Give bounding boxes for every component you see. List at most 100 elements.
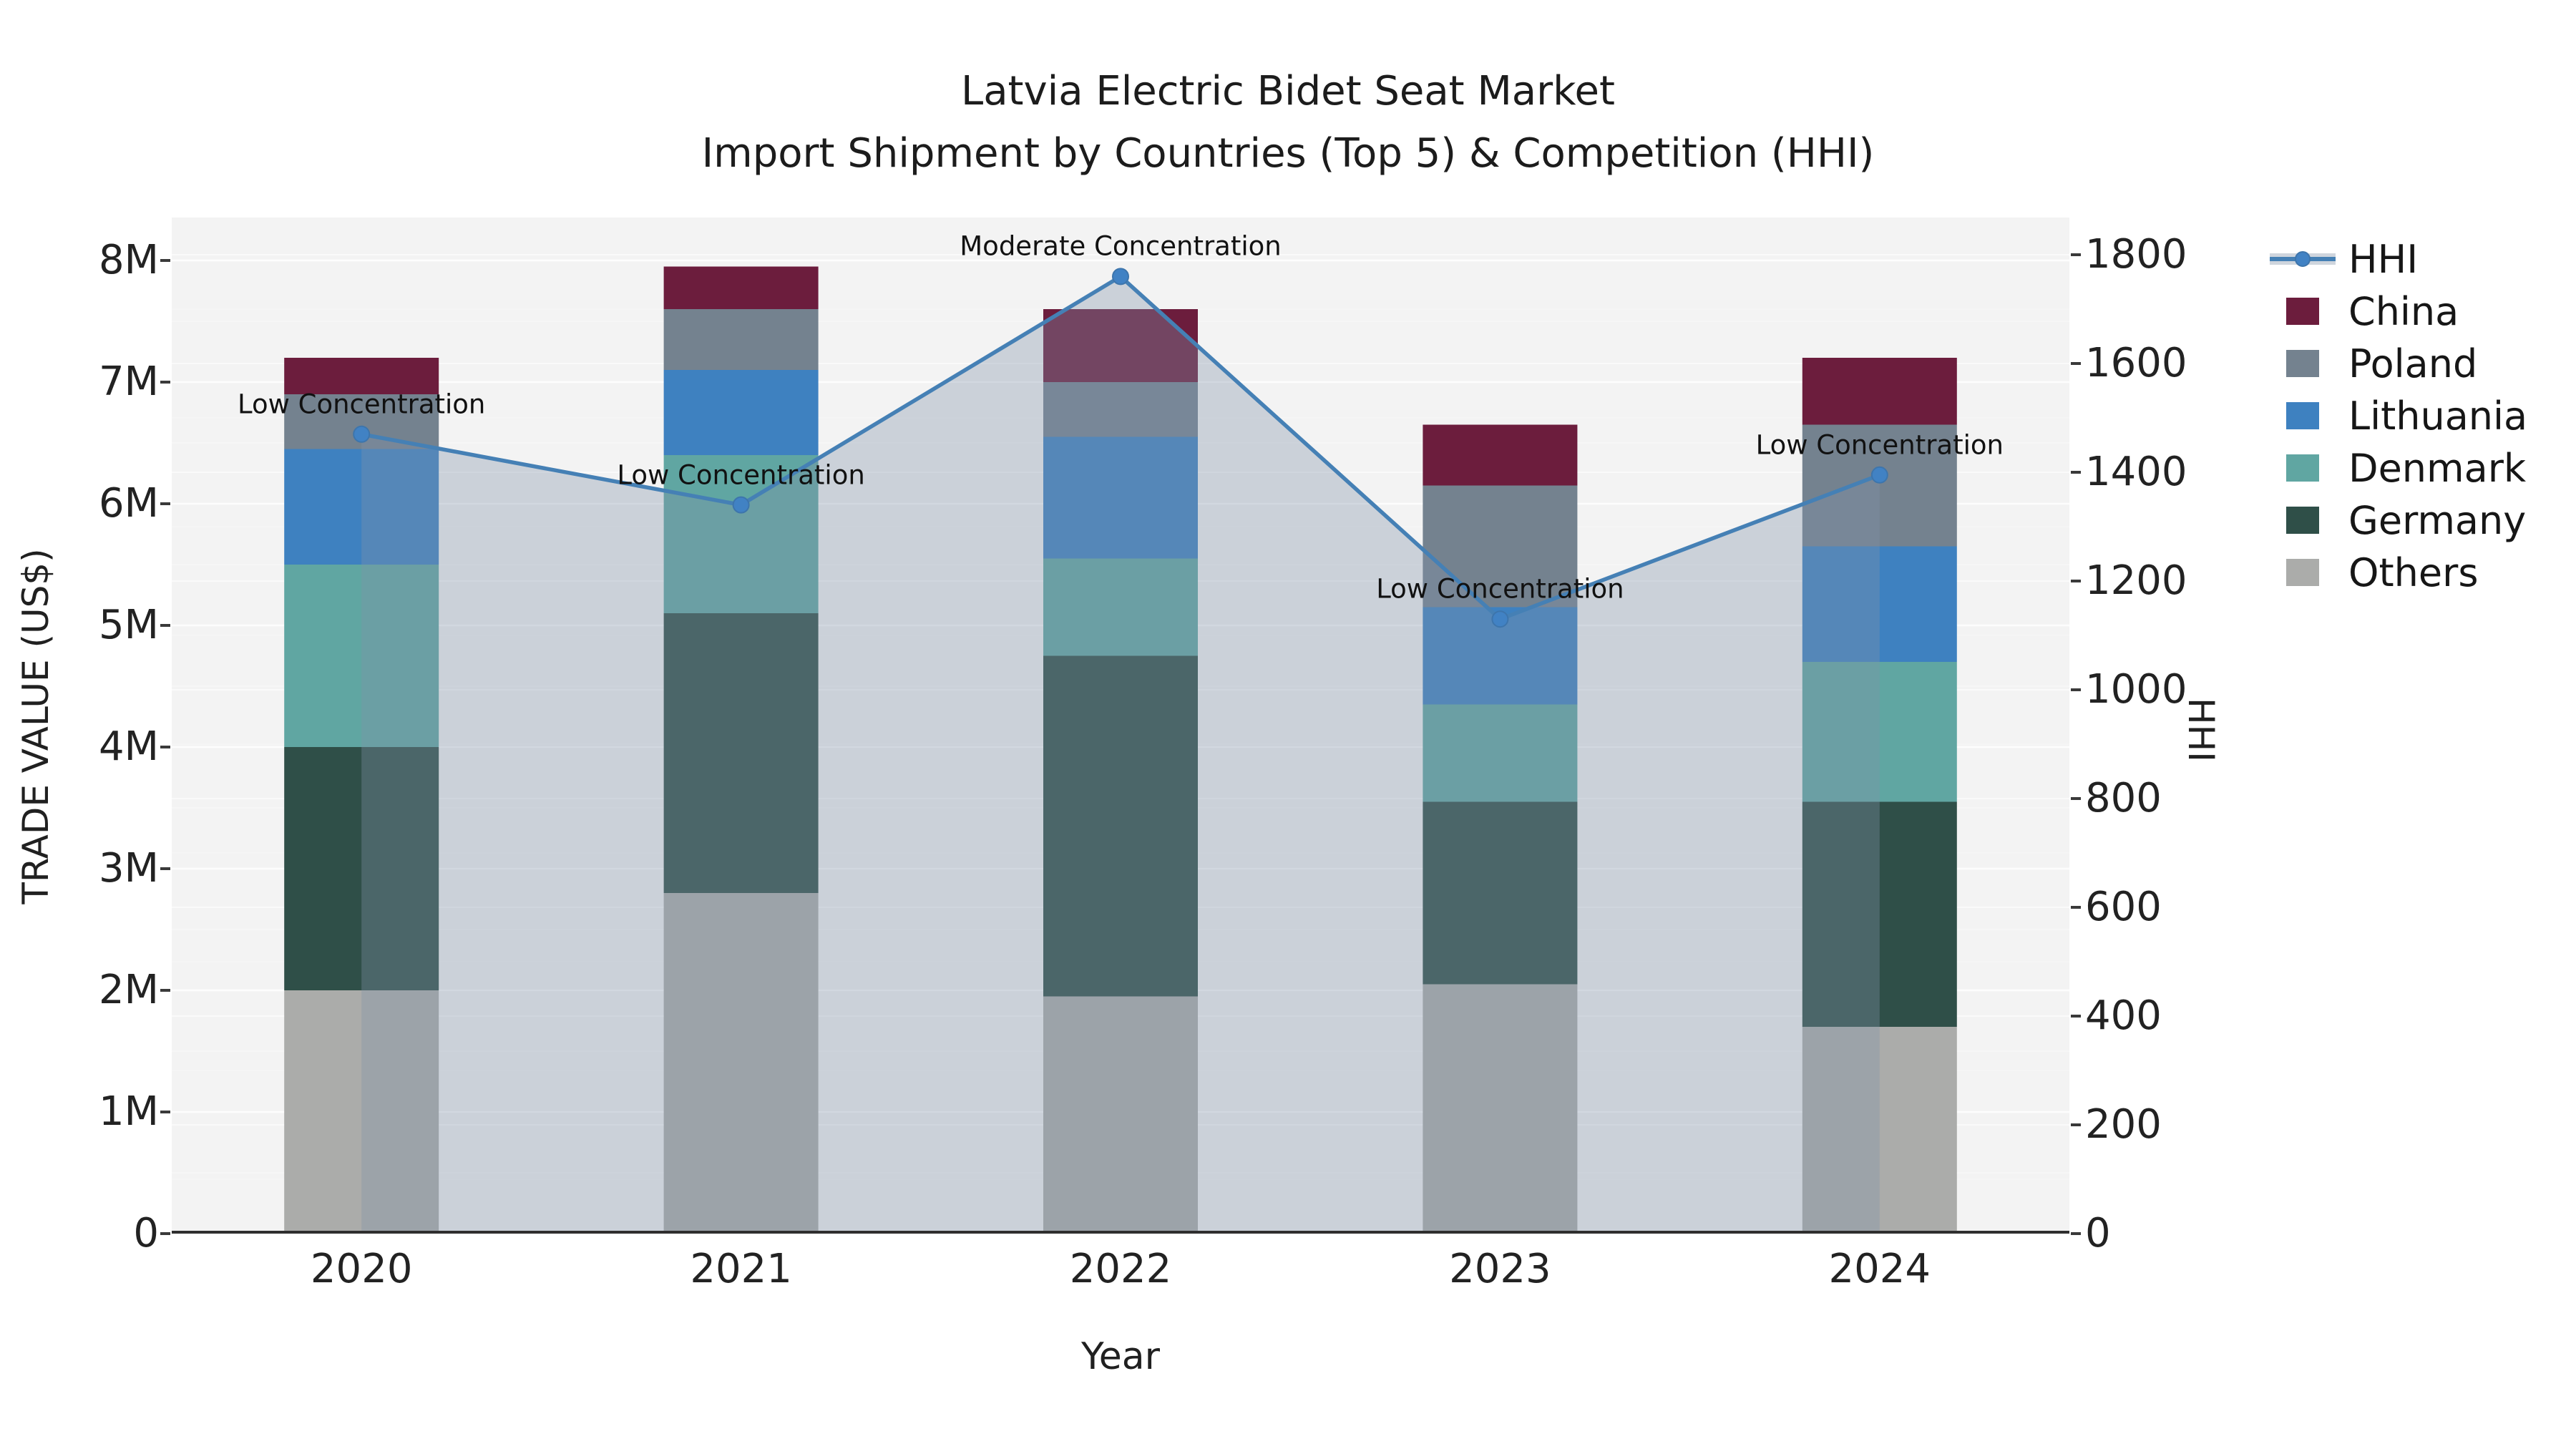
legend-swatch-icon: [2270, 555, 2336, 590]
y-right-tick-1800: 1800: [2085, 231, 2187, 278]
bar-segment-others-2024: [1802, 1027, 1957, 1234]
bar-segment-poland-2021: [663, 309, 819, 370]
color-patch-icon: [2286, 350, 2319, 377]
y-right-tick-mark: [2071, 471, 2081, 474]
y-right-tick-1600: 1600: [2085, 340, 2187, 386]
x-tick-2024: 2024: [1828, 1246, 1931, 1292]
bar-segment-china-2021: [663, 266, 819, 309]
annotation-2020: Low Concentration: [238, 389, 486, 420]
bar-segment-poland-2024: [1802, 424, 1957, 547]
y-right-tick-1200: 1200: [2085, 557, 2187, 604]
y-right-tick-600: 600: [2085, 884, 2162, 930]
y-right-tick-mark: [2071, 688, 2081, 691]
hhi-marker-2021: [732, 496, 750, 514]
x-tick-2021: 2021: [690, 1246, 792, 1292]
bar-segment-denmark-2020: [284, 565, 439, 747]
y-right-tick-mark: [2071, 1015, 2081, 1018]
legend-swatch-icon: [2270, 346, 2336, 381]
bar-segment-germany-2024: [1802, 801, 1957, 1027]
color-patch-icon: [2286, 507, 2319, 534]
bar-segment-lithuania-2022: [1043, 436, 1198, 559]
annotation-2022: Moderate Concentration: [960, 230, 1282, 262]
y-left-tick-1M: 1M: [99, 1088, 159, 1135]
bar-segment-lithuania-2021: [663, 370, 819, 455]
legend-dot-icon: [2295, 251, 2311, 267]
x-axis-title: Year: [1080, 1335, 1161, 1378]
legend-swatch-icon: [2270, 399, 2336, 433]
bar-segment-denmark-2022: [1043, 558, 1198, 656]
plot-area: [172, 218, 2069, 1234]
legend-swatch-icon: [2270, 451, 2336, 485]
y-left-tick-mark: [160, 746, 170, 748]
legend: HHI China Poland Lithuania Denmark Germany Oth…: [2270, 237, 2528, 595]
chart-subtitle: Import Shipment by Countries (Top 5) & C…: [701, 130, 1875, 177]
color-patch-icon: [2286, 559, 2319, 586]
bar-segment-poland-2022: [1043, 382, 1198, 437]
hhi-marker-2020: [353, 425, 371, 443]
bar-segment-others-2023: [1423, 984, 1578, 1234]
y-axis-right-title: HHI: [2180, 698, 2222, 762]
color-patch-icon: [2286, 454, 2319, 482]
bar-segment-germany-2022: [1043, 655, 1198, 997]
y-left-tick-mark: [160, 381, 170, 384]
y-right-tick-400: 400: [2085, 992, 2162, 1039]
x-tick-2023: 2023: [1449, 1246, 1551, 1292]
y-right-tick-mark: [2071, 253, 2081, 256]
y-left-tick-mark: [160, 624, 170, 627]
hhi-marker-2024: [1870, 466, 1888, 484]
legend-item-poland: Poland: [2270, 341, 2527, 386]
hhi-marker-2023: [1491, 610, 1509, 628]
y-left-tick-6M: 6M: [99, 480, 159, 527]
bar-segment-china-2023: [1423, 424, 1578, 486]
y-left-tick-7M: 7M: [99, 358, 159, 405]
bar-segment-denmark-2021: [663, 455, 819, 613]
y-right-tick-800: 800: [2085, 775, 2162, 821]
legend-label: Lithuania: [2348, 393, 2528, 439]
color-patch-icon: [2286, 402, 2319, 429]
y-right-tick-200: 200: [2085, 1101, 2162, 1148]
y-left-tick-mark: [160, 1232, 170, 1235]
annotation-2021: Low Concentration: [617, 459, 865, 491]
y-left-tick-mark: [160, 867, 170, 870]
legend-line-swatch-icon: [2270, 242, 2336, 276]
bar-segment-poland-2023: [1423, 485, 1578, 608]
y-right-tick-mark: [2071, 797, 2081, 800]
legend-label: HHI: [2348, 236, 2419, 282]
y-left-tick-0: 0: [133, 1210, 159, 1257]
legend-item-denmark: Denmark: [2270, 446, 2527, 491]
y-right-tick-mark: [2071, 1123, 2081, 1126]
legend-label: Others: [2348, 550, 2479, 595]
x-tick-2020: 2020: [310, 1246, 413, 1292]
x-tick-2022: 2022: [1069, 1246, 1172, 1292]
legend-label: Denmark: [2348, 445, 2527, 491]
bar-segment-lithuania-2024: [1802, 546, 1957, 662]
bar-segment-lithuania-2020: [284, 449, 439, 565]
legend-label: Poland: [2348, 341, 2478, 386]
bar-segment-others-2022: [1043, 996, 1198, 1234]
legend-item-others: Others: [2270, 550, 2527, 595]
hhi-area-fill: [361, 276, 1880, 1234]
legend-swatch-icon: [2270, 503, 2336, 537]
annotation-2023: Low Concentration: [1376, 573, 1624, 605]
bar-segment-china-2020: [284, 358, 439, 394]
bar-segment-germany-2023: [1423, 801, 1578, 985]
legend-label: China: [2348, 288, 2459, 334]
y-left-tick-3M: 3M: [99, 845, 159, 892]
y-right-tick-mark: [2071, 1232, 2081, 1235]
annotation-2024: Low Concentration: [1755, 429, 2004, 461]
y-right-tick-mark: [2071, 362, 2081, 365]
legend-label: Germany: [2348, 497, 2527, 543]
y-left-tick-mark: [160, 1111, 170, 1113]
y-left-tick-5M: 5M: [99, 602, 159, 648]
legend-swatch-icon: [2270, 294, 2336, 328]
x-axis-spine: [172, 1231, 2069, 1234]
y-left-tick-mark: [160, 502, 170, 505]
chart-title: Latvia Electric Bidet Seat Market: [961, 68, 1615, 114]
y-left-tick-4M: 4M: [99, 723, 159, 770]
legend-item-hhi: HHI: [2270, 237, 2527, 282]
bar-segment-germany-2020: [284, 747, 439, 990]
bar-segment-others-2020: [284, 990, 439, 1234]
y-right-tick-mark: [2071, 580, 2081, 582]
y-right-tick-mark: [2071, 906, 2081, 909]
